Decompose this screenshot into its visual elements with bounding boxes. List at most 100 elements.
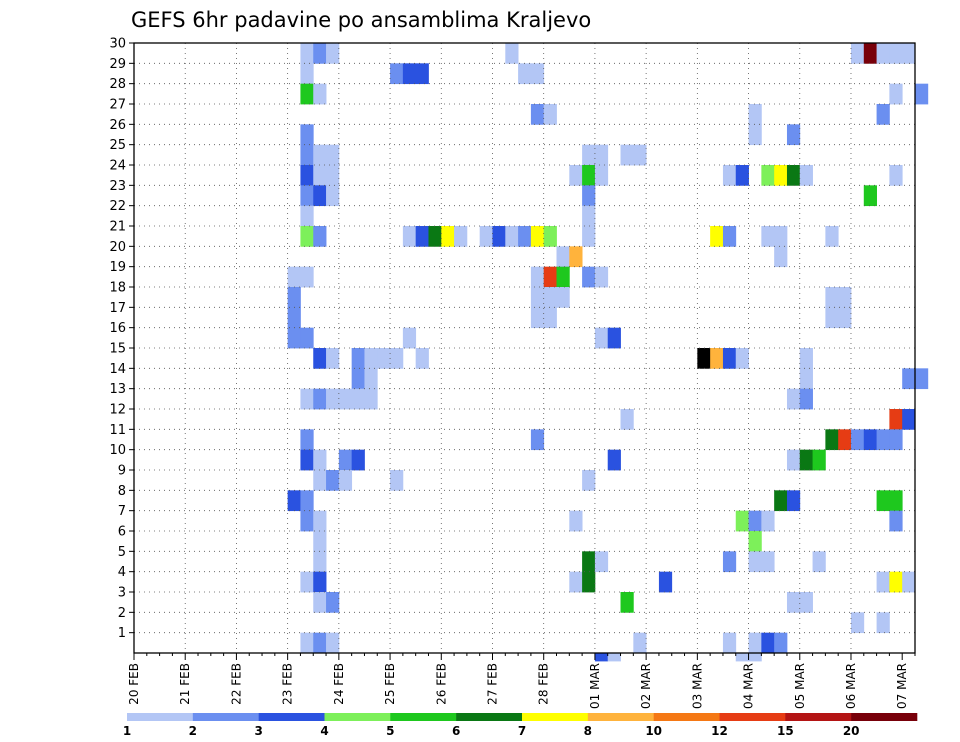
heatmap-cell (530, 226, 545, 247)
heatmap-cell (300, 226, 314, 247)
heatmap-cell (594, 266, 609, 288)
heatmap-cell (326, 165, 340, 186)
heatmap-cell (582, 205, 596, 227)
heatmap-cell (364, 388, 378, 410)
heatmap-cell (313, 348, 327, 369)
heatmap-cell (569, 165, 583, 186)
x-axis: 20 FEB 21 FEB 22 FEB 23 FEB 24 FEB 25 FEB 26 F… (127, 653, 916, 709)
colorbar-segment (192, 713, 259, 721)
y-tick-label: 27 (109, 98, 126, 113)
heatmap-cell (351, 348, 365, 369)
colorbar-label: 12 (711, 724, 728, 738)
heatmap-cell (377, 348, 391, 369)
heatmap-cell (786, 165, 801, 186)
heatmap-cell (620, 592, 634, 613)
heatmap-cell (761, 551, 775, 573)
heatmap-cell (799, 165, 813, 186)
colorbar-segment (653, 713, 720, 721)
heatmap-cell (364, 348, 378, 369)
heatmap-cell (658, 571, 673, 593)
colorbar-label: 10 (645, 724, 662, 738)
heatmap-cell (774, 490, 788, 512)
heatmap-cell (799, 388, 813, 410)
heatmap-cell (876, 612, 890, 634)
colorbar-label: 4 (320, 724, 328, 738)
x-tick-label: 20 FEB (127, 663, 141, 705)
heatmap-cell (697, 348, 711, 369)
heatmap-cell (633, 144, 647, 166)
x-tick-label: 03 MAR (690, 663, 704, 709)
heatmap-cell (889, 83, 903, 105)
heatmap-cell (786, 388, 801, 410)
heatmap-cell (402, 226, 417, 247)
heatmap-cell (300, 571, 314, 593)
heatmap-cell (902, 368, 916, 390)
colorbar: 1 2 3 4 5 6 7 8 10 12 15 20 (123, 713, 918, 738)
colorbar-segment (390, 713, 457, 721)
heatmap-cell (300, 205, 314, 227)
heatmap-cell (710, 348, 724, 369)
x-tick-label: 01 MAR (588, 663, 602, 709)
heatmap-cell (569, 246, 583, 268)
heatmap-cell (799, 348, 813, 369)
heatmap-cell (313, 531, 327, 552)
x-tick-label: 04 MAR (742, 663, 756, 709)
y-tick-label: 29 (109, 57, 126, 72)
heatmap-cell (722, 165, 737, 186)
heatmap-cell (748, 104, 762, 125)
heatmap-cells (287, 43, 929, 662)
heatmap-cell (876, 490, 890, 512)
y-tick-label: 15 (109, 342, 126, 357)
heatmap-cell (300, 63, 314, 85)
heatmap-cell (415, 226, 429, 247)
heatmap-cell (313, 83, 327, 105)
heatmap-cell (556, 246, 570, 268)
heatmap-cell (415, 348, 429, 369)
heatmap-cell (850, 612, 865, 634)
heatmap-cell (582, 144, 596, 166)
y-tick-label: 10 (109, 443, 126, 458)
y-tick-label: 21 (109, 220, 126, 235)
heatmap-cell (825, 287, 839, 308)
y-tick-label: 28 (109, 77, 126, 92)
heatmap-cell (582, 551, 596, 573)
heatmap-cell (774, 632, 788, 654)
heatmap-cell (812, 449, 826, 471)
heatmap-cell (326, 470, 340, 491)
y-tick-label: 2 (118, 606, 126, 621)
heatmap-cell (300, 185, 314, 207)
y-tick-label: 12 (109, 403, 126, 418)
y-tick-label: 20 (109, 240, 126, 255)
heatmap-cell (876, 571, 890, 593)
heatmap-cell (620, 144, 634, 166)
heatmap-cell (735, 510, 749, 532)
heatmap-cell (300, 429, 314, 451)
heatmap-cell (313, 388, 327, 410)
heatmap-cell (889, 409, 903, 430)
heatmap-cell (287, 266, 301, 288)
x-tick-label: 25 FEB (383, 663, 397, 705)
heatmap-cell (594, 144, 609, 166)
heatmap-cell (313, 144, 327, 166)
heatmap-cell (543, 287, 557, 308)
y-tick-label: 11 (109, 423, 126, 438)
heatmap-cell (428, 226, 442, 247)
heatmap-cell (402, 63, 417, 85)
y-tick-label: 22 (109, 199, 126, 214)
heatmap-cell (569, 571, 583, 593)
heatmap-cell (761, 632, 775, 654)
chart-title: GEFS 6hr padavine po ansamblima Kraljevo (131, 8, 591, 32)
heatmap-cell (889, 43, 903, 64)
heatmap-cell (774, 246, 788, 268)
heatmap-cell (774, 226, 788, 247)
heatmap-cell (390, 470, 404, 491)
colorbar-segment (587, 713, 654, 721)
heatmap-cell (300, 144, 314, 166)
colorbar-label: 7 (518, 724, 526, 738)
heatmap-cell (607, 327, 621, 349)
heatmap-cell (825, 429, 839, 451)
heatmap-cell (326, 348, 340, 369)
heatmap-cell (415, 63, 429, 85)
heatmap-cell (390, 63, 404, 85)
heatmap-cell (786, 592, 801, 613)
